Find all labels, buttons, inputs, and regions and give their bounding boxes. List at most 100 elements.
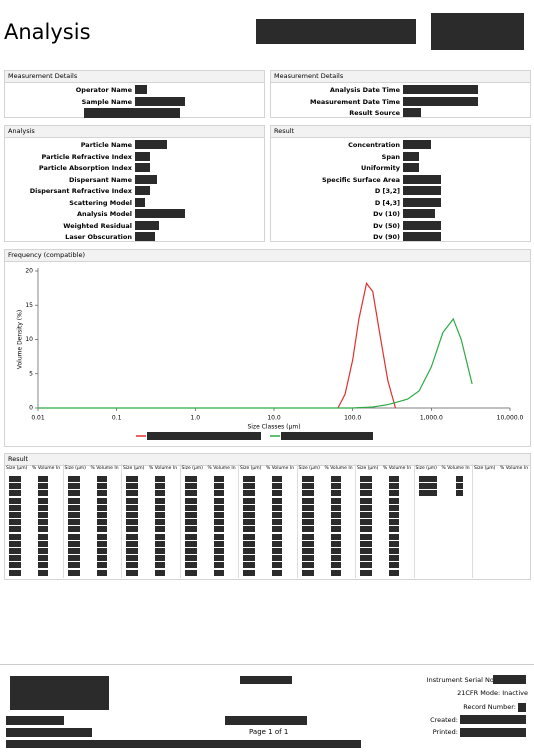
redaction [184, 548, 197, 554]
y-tick-label: 10 [25, 336, 33, 343]
column-header: Size (µm) [474, 466, 496, 471]
column-header: % Volume In [500, 466, 529, 471]
redaction [301, 540, 314, 547]
redaction [96, 548, 107, 554]
redaction [96, 555, 107, 562]
redaction [67, 519, 80, 526]
redaction [213, 490, 224, 497]
redaction [96, 519, 107, 526]
column-header: % Volume In [90, 466, 119, 471]
redaction [126, 526, 138, 533]
redaction [403, 220, 441, 230]
field-label: Span [381, 152, 400, 161]
redaction [67, 476, 80, 482]
redaction [455, 490, 463, 497]
field-label: Dispersant Refractive Index [29, 187, 132, 195]
redaction [184, 476, 197, 482]
redaction [9, 569, 21, 576]
redaction [330, 562, 341, 569]
redaction [301, 483, 314, 490]
redaction [330, 512, 341, 518]
frequency-panel: Frequency (compatible) [4, 249, 531, 447]
redaction [389, 519, 399, 526]
footer-serial: Instrument Serial No: [426, 676, 496, 684]
panel-title: Result [271, 126, 530, 138]
redaction [272, 512, 282, 518]
redaction [243, 548, 255, 554]
field-label: Dv (10) [373, 210, 400, 218]
redaction [360, 555, 372, 562]
column-header: % Volume In [207, 466, 236, 471]
redaction [403, 232, 441, 241]
redaction [330, 490, 341, 497]
redaction [301, 533, 314, 540]
redaction [184, 504, 197, 511]
redaction [84, 108, 180, 118]
redaction [213, 569, 224, 576]
redaction [96, 476, 107, 482]
redaction [9, 533, 21, 540]
redaction [213, 497, 224, 504]
redaction [272, 562, 282, 569]
redaction [126, 562, 138, 569]
redaction [243, 540, 255, 547]
redaction [184, 555, 197, 562]
x-tick-label: 1.0 [191, 415, 201, 422]
redaction [9, 483, 21, 490]
redaction [403, 108, 421, 117]
redaction [67, 490, 80, 497]
field-label: Analysis Model [77, 210, 132, 218]
field-label: Operator Name [75, 86, 132, 94]
redaction [38, 548, 48, 554]
redaction [9, 497, 21, 504]
redaction [213, 555, 224, 562]
redaction [272, 548, 282, 554]
redaction [243, 504, 255, 511]
redaction [6, 728, 92, 737]
redaction [493, 675, 526, 684]
redaction [243, 526, 255, 533]
redaction [67, 569, 80, 576]
column-divider [355, 464, 356, 578]
redaction [9, 555, 21, 562]
redaction [155, 512, 165, 518]
panel-title: Frequency (compatible) [5, 250, 530, 262]
redaction [272, 555, 282, 562]
redaction [67, 504, 80, 511]
redaction [360, 476, 372, 482]
series-line [38, 317, 473, 409]
column-header: % Volume In [266, 466, 295, 471]
redaction [360, 519, 372, 526]
redaction [67, 512, 80, 518]
redaction [10, 676, 109, 710]
redaction [330, 548, 341, 554]
redaction [272, 483, 282, 490]
redaction [184, 497, 197, 504]
redaction [135, 174, 157, 184]
redaction [360, 497, 372, 504]
redaction [96, 569, 107, 576]
redaction [389, 483, 399, 490]
redaction [6, 716, 64, 725]
field-label: Particle Name [80, 141, 132, 149]
column-header: Size (µm) [357, 466, 379, 471]
redaction [330, 526, 341, 533]
redaction [135, 151, 150, 161]
redaction [147, 432, 261, 440]
redaction [272, 533, 282, 540]
column-divider [238, 464, 239, 578]
redaction [418, 490, 437, 497]
redaction [330, 519, 341, 526]
field-label: Result Source [349, 109, 400, 117]
redaction [126, 548, 138, 554]
redaction [155, 555, 165, 562]
redaction [243, 562, 255, 569]
redaction [403, 85, 478, 94]
redaction [518, 703, 526, 712]
redaction [184, 512, 197, 518]
redaction [330, 483, 341, 490]
redaction [9, 476, 21, 482]
redaction [272, 569, 282, 576]
field-label: Weighted Residual [63, 221, 132, 230]
